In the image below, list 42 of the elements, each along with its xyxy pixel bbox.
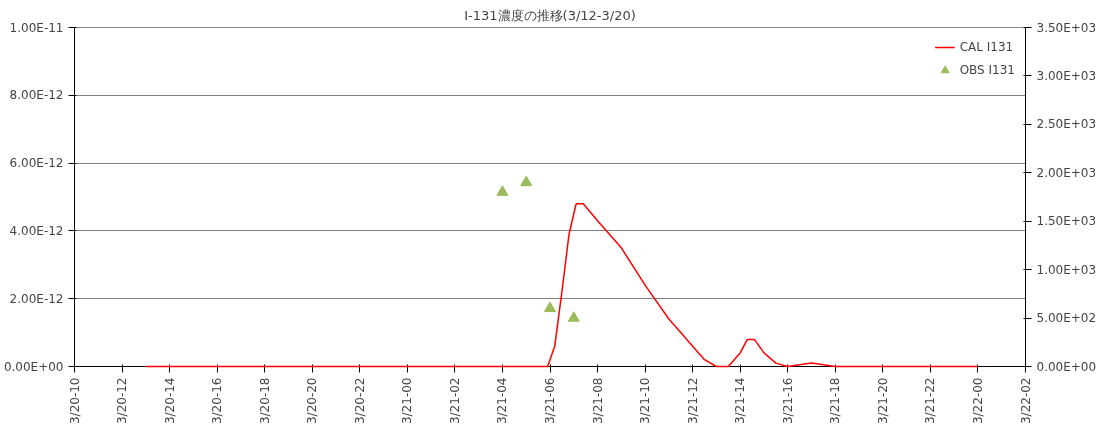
y2-tick-label: 3.00E+03 (1036, 68, 1097, 83)
x-tick-label: 3/20-12 (115, 377, 130, 425)
x-tick-label: 3/22-02 (1018, 377, 1033, 425)
x-tick-label: 3/21-00 (400, 377, 415, 425)
x-tick-label: 3/21-14 (733, 377, 748, 425)
x-tick-label: 3/21-20 (875, 377, 890, 425)
y-tick-label: 1.00E-11 (9, 20, 64, 35)
point (567, 311, 580, 322)
x-tick-label: 3/21-16 (780, 377, 795, 425)
x-tick-label: 3/21-06 (543, 377, 557, 425)
x-tick-label: 3/20-22 (352, 377, 367, 425)
x-tick-label: 3/21-04 (495, 377, 510, 425)
legend-label: CAL I131 (959, 40, 1014, 54)
y-tick-label: 0.00E+00 (3, 359, 64, 374)
x-tick-label: 3/20-16 (210, 377, 225, 425)
y-tick-label: 8.00E-12 (9, 88, 64, 103)
x-tick-label: 3/21-08 (590, 377, 605, 425)
point (544, 301, 556, 313)
legend-label: OBS I131 (959, 63, 1015, 77)
y2-tick-label: 5.00E+02 (1036, 311, 1097, 326)
x-tick-label: 3/20-18 (257, 377, 272, 425)
y2-tick-label: 2.50E+03 (1036, 117, 1097, 132)
x-tick-label: 3/21-18 (828, 377, 843, 425)
x-tick-label: 3/20-10 (67, 377, 82, 425)
y2-tick-label: 1.50E+03 (1036, 214, 1097, 229)
x-tick-label: 3/22-00 (970, 377, 985, 425)
point (496, 185, 509, 196)
y-tick-label: 2.00E-12 (9, 291, 64, 306)
y2-tick-label: 0.00E+00 (1036, 359, 1097, 374)
chart-title: I-131濃度の推移(3/12-3/20) (464, 7, 636, 23)
x-tick-label: 3/21-02 (447, 377, 462, 425)
y2-tick-label: 2.00E+03 (1036, 165, 1097, 180)
x-tick-label: 3/20-14 (162, 377, 177, 425)
y2-tick-label: 1.00E+03 (1036, 262, 1097, 277)
x-tick-label: 3/21-22 (923, 377, 938, 425)
x-tick-label: 3/21-12 (685, 377, 700, 425)
x-tick-label: 3/20-20 (305, 377, 320, 425)
point (520, 175, 533, 187)
y2-tick-label: 3.50E+03 (1036, 20, 1097, 35)
y-tick-label: 6.00E-12 (9, 156, 64, 171)
y-tick-label: 4.00E-12 (9, 223, 64, 238)
x-tick-label: 3/21-10 (638, 377, 653, 425)
